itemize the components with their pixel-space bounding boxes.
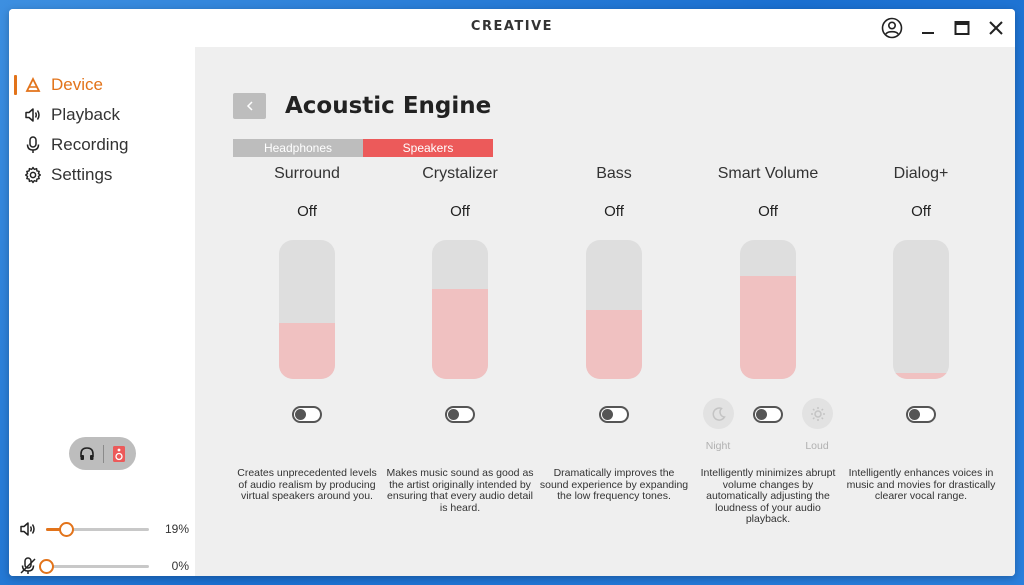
dialog-plus-slider[interactable] — [893, 240, 949, 379]
feature-name: Smart Volume — [717, 165, 819, 182]
feature-state: Off — [604, 203, 624, 220]
toggle-knob — [295, 409, 306, 420]
page-title: Acoustic Engine — [285, 93, 492, 119]
chevron-left-icon — [246, 101, 253, 111]
mic-volume-row: 0% — [9, 556, 195, 576]
night-mode-button[interactable] — [703, 398, 734, 429]
close-icon — [989, 21, 1003, 35]
gear-icon — [23, 165, 43, 185]
mic-muted-icon — [20, 557, 36, 574]
feature-description: Intelligently enhances voices in music a… — [846, 467, 996, 502]
playback-volume-row: 19% — [9, 519, 195, 539]
sidebar-item-label: Settings — [51, 165, 113, 184]
account-button[interactable] — [879, 15, 905, 41]
slider-level — [893, 373, 949, 379]
feature-description: Intelligently minimizes abrupt volume ch… — [700, 467, 836, 525]
slider-level — [279, 323, 335, 379]
active-indicator — [14, 75, 17, 95]
sidebar-item-label: Playback — [51, 105, 120, 124]
user-icon — [881, 17, 903, 39]
sidebar-item-playback[interactable]: Playback — [9, 102, 195, 128]
app-window: CREATIVE — [9, 9, 1015, 576]
toggle-knob — [448, 409, 459, 420]
feature-name: Bass — [596, 165, 632, 182]
feature-description: Dramatically improves the sound experien… — [539, 467, 689, 502]
playback-volume-slider[interactable] — [46, 522, 149, 537]
feature-name: Crystalizer — [422, 165, 498, 182]
volume-fill — [46, 528, 66, 531]
maximize-icon — [954, 21, 970, 35]
night-mode-label: Night — [705, 440, 731, 452]
feature-name: Dialog+ — [893, 165, 949, 182]
main-panel: Acoustic Engine Headphones Speakers Surr… — [195, 47, 1015, 576]
volume-thumb[interactable] — [58, 522, 74, 537]
feature-state: Off — [450, 203, 470, 220]
sidebar-item-recording[interactable]: Recording — [9, 132, 195, 158]
surround-toggle[interactable] — [292, 406, 322, 423]
feature-description: Makes music sound as good as the artist … — [386, 467, 534, 514]
mic-volume-slider[interactable] — [39, 559, 149, 574]
sidebar-item-label: Recording — [51, 135, 129, 154]
slider-level — [432, 288, 488, 379]
mic-percent: 0% — [171, 559, 189, 573]
toggle-knob — [909, 409, 920, 420]
feature-state: Off — [911, 203, 931, 220]
dialog-plus-toggle[interactable] — [906, 406, 936, 423]
minimize-button[interactable] — [915, 15, 941, 41]
feature-state: Off — [758, 203, 778, 220]
toggle-divider — [103, 444, 104, 463]
sun-icon — [810, 406, 825, 421]
tab-headphones[interactable]: Headphones — [233, 139, 363, 157]
feature-description: Creates unprecedented levels of audio re… — [237, 467, 377, 502]
feature-state: Off — [297, 203, 317, 220]
sidebar-item-device[interactable]: Device — [9, 72, 195, 98]
output-device-toggle[interactable] — [69, 437, 136, 470]
smart-volume-toggle[interactable] — [753, 406, 783, 423]
speaker-box-icon — [113, 445, 125, 462]
feature-name: Surround — [274, 165, 340, 182]
device-icon — [23, 75, 43, 95]
brand-logo: CREATIVE — [470, 19, 554, 34]
smart-volume-slider[interactable] — [740, 240, 796, 379]
mic-thumb[interactable] — [39, 559, 54, 574]
tab-speakers[interactable]: Speakers — [363, 139, 493, 157]
speaker-icon — [23, 105, 43, 125]
volume-percent: 19% — [164, 522, 189, 536]
sidebar-item-settings[interactable]: Settings — [9, 162, 195, 188]
loud-mode-button[interactable] — [802, 398, 833, 429]
bass-slider[interactable] — [586, 240, 642, 379]
sidebar-item-label: Device — [51, 75, 103, 94]
microphone-icon — [23, 135, 43, 155]
crystalizer-toggle[interactable] — [445, 406, 475, 423]
loud-mode-label: Loud — [805, 440, 829, 452]
sidebar: Device Playback Recording — [9, 47, 195, 576]
toggle-knob — [602, 409, 613, 420]
toggle-knob — [756, 409, 767, 420]
close-button[interactable] — [983, 15, 1009, 41]
maximize-button[interactable] — [949, 15, 975, 41]
crystalizer-slider[interactable] — [432, 240, 488, 379]
slider-level — [740, 276, 796, 379]
bass-toggle[interactable] — [599, 406, 629, 423]
minimize-icon — [922, 32, 934, 34]
surround-slider[interactable] — [279, 240, 335, 379]
headphones-icon — [80, 446, 94, 460]
back-button[interactable] — [233, 93, 266, 119]
slider-level — [586, 309, 642, 379]
title-bar: CREATIVE — [9, 9, 1015, 47]
moon-icon — [712, 406, 726, 421]
speaker-volume-icon — [20, 522, 35, 536]
